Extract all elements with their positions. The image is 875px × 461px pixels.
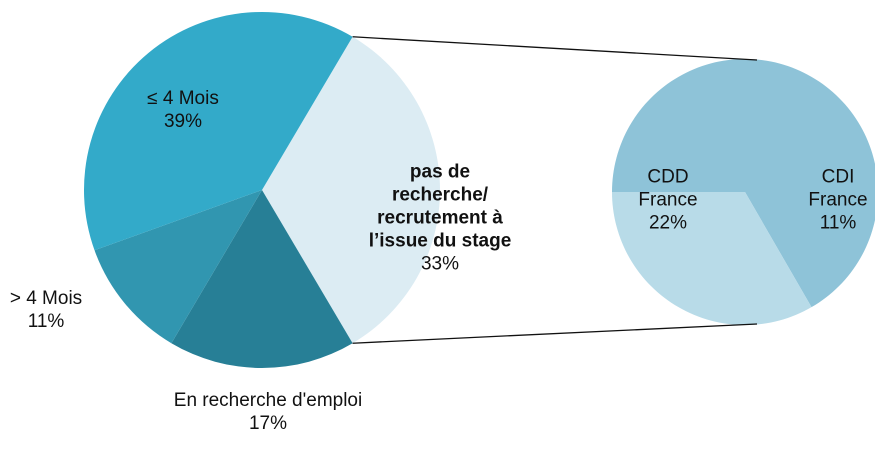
- slice-label: ≤ 4 Mois 39%: [123, 87, 243, 133]
- slice-category: CDD France: [638, 166, 698, 211]
- slice-label: CDD France 22%: [628, 166, 708, 235]
- slice-label: pas de recherche/ recrutement à l’issue …: [360, 161, 520, 276]
- pie-slice: [94, 190, 262, 344]
- slice-value: 33%: [420, 253, 460, 275]
- slice-value: 22%: [648, 212, 688, 234]
- connector-line: [352, 36, 758, 61]
- sub-pie-slice: [612, 192, 812, 325]
- sub-pie-slice: [612, 59, 875, 308]
- slice-category: pas de recherche/ recrutement à l’issue …: [368, 161, 512, 252]
- pie-slice: [262, 36, 440, 344]
- slice-category: En recherche d'emploi: [173, 390, 363, 411]
- slice-label: En recherche d'emploi 17%: [168, 389, 368, 435]
- slice-category: > 4 Mois: [9, 288, 83, 309]
- pie-slice: [171, 190, 353, 368]
- slice-value: 17%: [248, 413, 288, 434]
- slice-label: CDI France 11%: [798, 166, 875, 235]
- slice-category: ≤ 4 Mois: [147, 88, 219, 109]
- slice-label: > 4 Mois 11%: [0, 287, 106, 333]
- slice-value: 11%: [27, 311, 65, 332]
- pie-slice: [84, 11, 353, 251]
- connector-line: [352, 323, 758, 344]
- slice-category: CDI France: [808, 166, 868, 211]
- slice-value: 39%: [163, 111, 203, 132]
- slice-value: 11%: [819, 212, 857, 234]
